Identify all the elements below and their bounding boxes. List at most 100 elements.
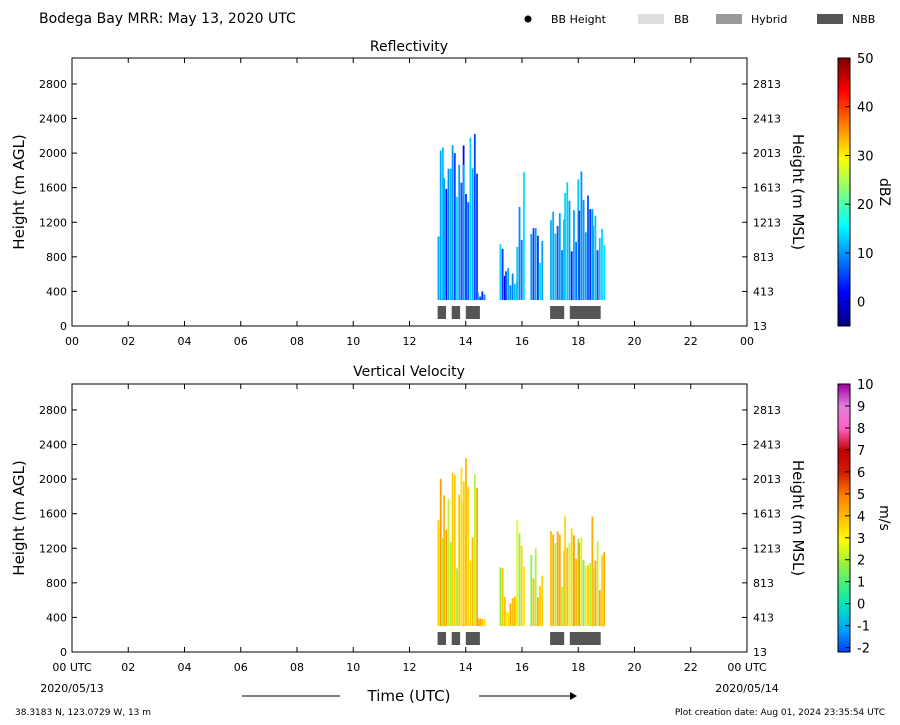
x-tick-label: 18 [571,335,585,348]
echo-streak [513,283,516,300]
x-tick-label: 06 [234,335,248,348]
echo-streak [596,541,599,627]
echo-streak [530,234,533,300]
echo-streak [513,596,516,626]
echo-streak [589,563,592,626]
echo-streak [509,603,512,626]
bright-band-legend: BB Height BB Hybrid NBB [524,13,875,26]
hybrid-legend-swatch [716,14,742,24]
x-tick-label: 22 [684,335,698,348]
echo-streak [465,194,467,301]
reflectivity-title: Reflectivity [370,39,448,55]
echo-streak [505,271,507,301]
echo-streak [552,211,555,300]
echo-streak [460,182,463,300]
y-tick-label: 0 [60,646,67,659]
y-tick-label: 400 [46,611,67,624]
start-date-label: 2020/05/13 [40,682,103,695]
echo-streak [499,567,502,626]
x-tick-label: 16 [515,335,529,348]
echo-streak [453,153,456,301]
x-tick-label: 08 [290,335,304,348]
echo-streak [505,610,507,627]
x-tick-label: 12 [403,335,417,348]
echo-streak [462,164,465,301]
echo-streak [476,173,478,301]
echo-streak [541,575,544,627]
echo-streak [476,487,478,626]
echo-streak [532,578,535,627]
echo-streak [471,168,474,301]
echo-streak [473,474,476,627]
echo-streak [563,219,566,301]
echo-streak [443,178,445,300]
echo-streak [561,250,563,301]
echo-streak [479,296,481,301]
y-tick-label: 1200 [39,216,67,229]
echo-streak [601,228,603,300]
colorbar-tick-label: 40 [857,101,874,116]
reflectivity-right-ticks: 13 413 813 1213 1613 2013 2413 2813 [742,78,781,333]
right-tick-label: 413 [753,285,774,298]
end-date-label: 2020/05/14 [715,682,778,695]
colorbar-tick-label: 1 [857,576,865,591]
right-tick-label: 813 [753,251,774,264]
bright-band-flag-nbb [465,632,480,645]
echo-streak [566,547,569,626]
echo-streak [534,228,537,301]
echo-streak [556,225,559,301]
x-tick-label: 00 UTC [52,661,92,674]
x-tick-label: 04 [178,335,192,348]
echo-streak [511,598,514,626]
echo-streak [523,566,525,627]
reflectivity-x-ticks: 00 02 04 06 08 10 12 14 16 18 20 22 00 [65,58,754,348]
echo-streak [520,545,523,627]
echo-streak [471,537,474,626]
velocity-y-axis-label: Height (m AGL) [10,460,28,575]
colorbar-tick-label: 4 [857,510,865,525]
echo-streak [580,171,583,301]
echo-streak [552,534,555,627]
echo-streak [598,590,601,627]
echo-streak [443,495,445,626]
x-tick-label: 22 [684,661,698,674]
echo-streak [594,215,597,300]
velocity-colorbar-label: m/s [876,505,892,531]
right-tick-label: 13 [753,646,767,659]
reflectivity-y-axis-label: Height (m AGL) [10,134,28,249]
velocity-colorbar-ticks: -2 -1 0 1 2 3 4 5 6 7 8 9 10 [845,378,874,657]
echo-streak [449,168,452,300]
time-axis-label: Time (UTC) [367,687,451,705]
echo-streak [445,188,448,301]
right-tick-label: 1613 [753,508,781,521]
colorbar-tick-label: 8 [857,422,865,437]
x-tick-label: 02 [121,661,135,674]
colorbar-tick-label: 5 [857,488,865,503]
colorbar-tick-label: 9 [857,400,865,415]
echo-streak [537,235,539,301]
echo-streak [501,248,504,300]
echo-streak [460,467,463,626]
echo-streak [554,233,557,300]
echo-streak [584,565,587,627]
nbb-legend-swatch [817,14,843,24]
velocity-echoes [437,458,606,627]
echo-streak [573,210,575,301]
x-tick-label: 08 [290,661,304,674]
echo-streak [442,538,444,627]
x-tick-label: 14 [459,335,473,348]
echo-streak [469,560,472,626]
echo-streak [596,250,599,300]
echo-streak [589,209,592,300]
echo-streak [575,241,577,301]
dbz-colorbar-ticks: 0 10 20 30 40 50 [845,52,874,311]
vertical-velocity-panel: Vertical Velocity Height (m AGL) Height … [10,364,892,674]
reflectivity-bright-band-flags [437,306,601,319]
x-tick-label: 18 [571,661,585,674]
velocity-title: Vertical Velocity [353,364,465,380]
x-tick-label: 20 [628,335,642,348]
echo-streak [447,499,450,627]
x-tick-label: 00 UTC [727,661,767,674]
echo-streak [477,292,479,301]
echo-streak [507,612,510,626]
